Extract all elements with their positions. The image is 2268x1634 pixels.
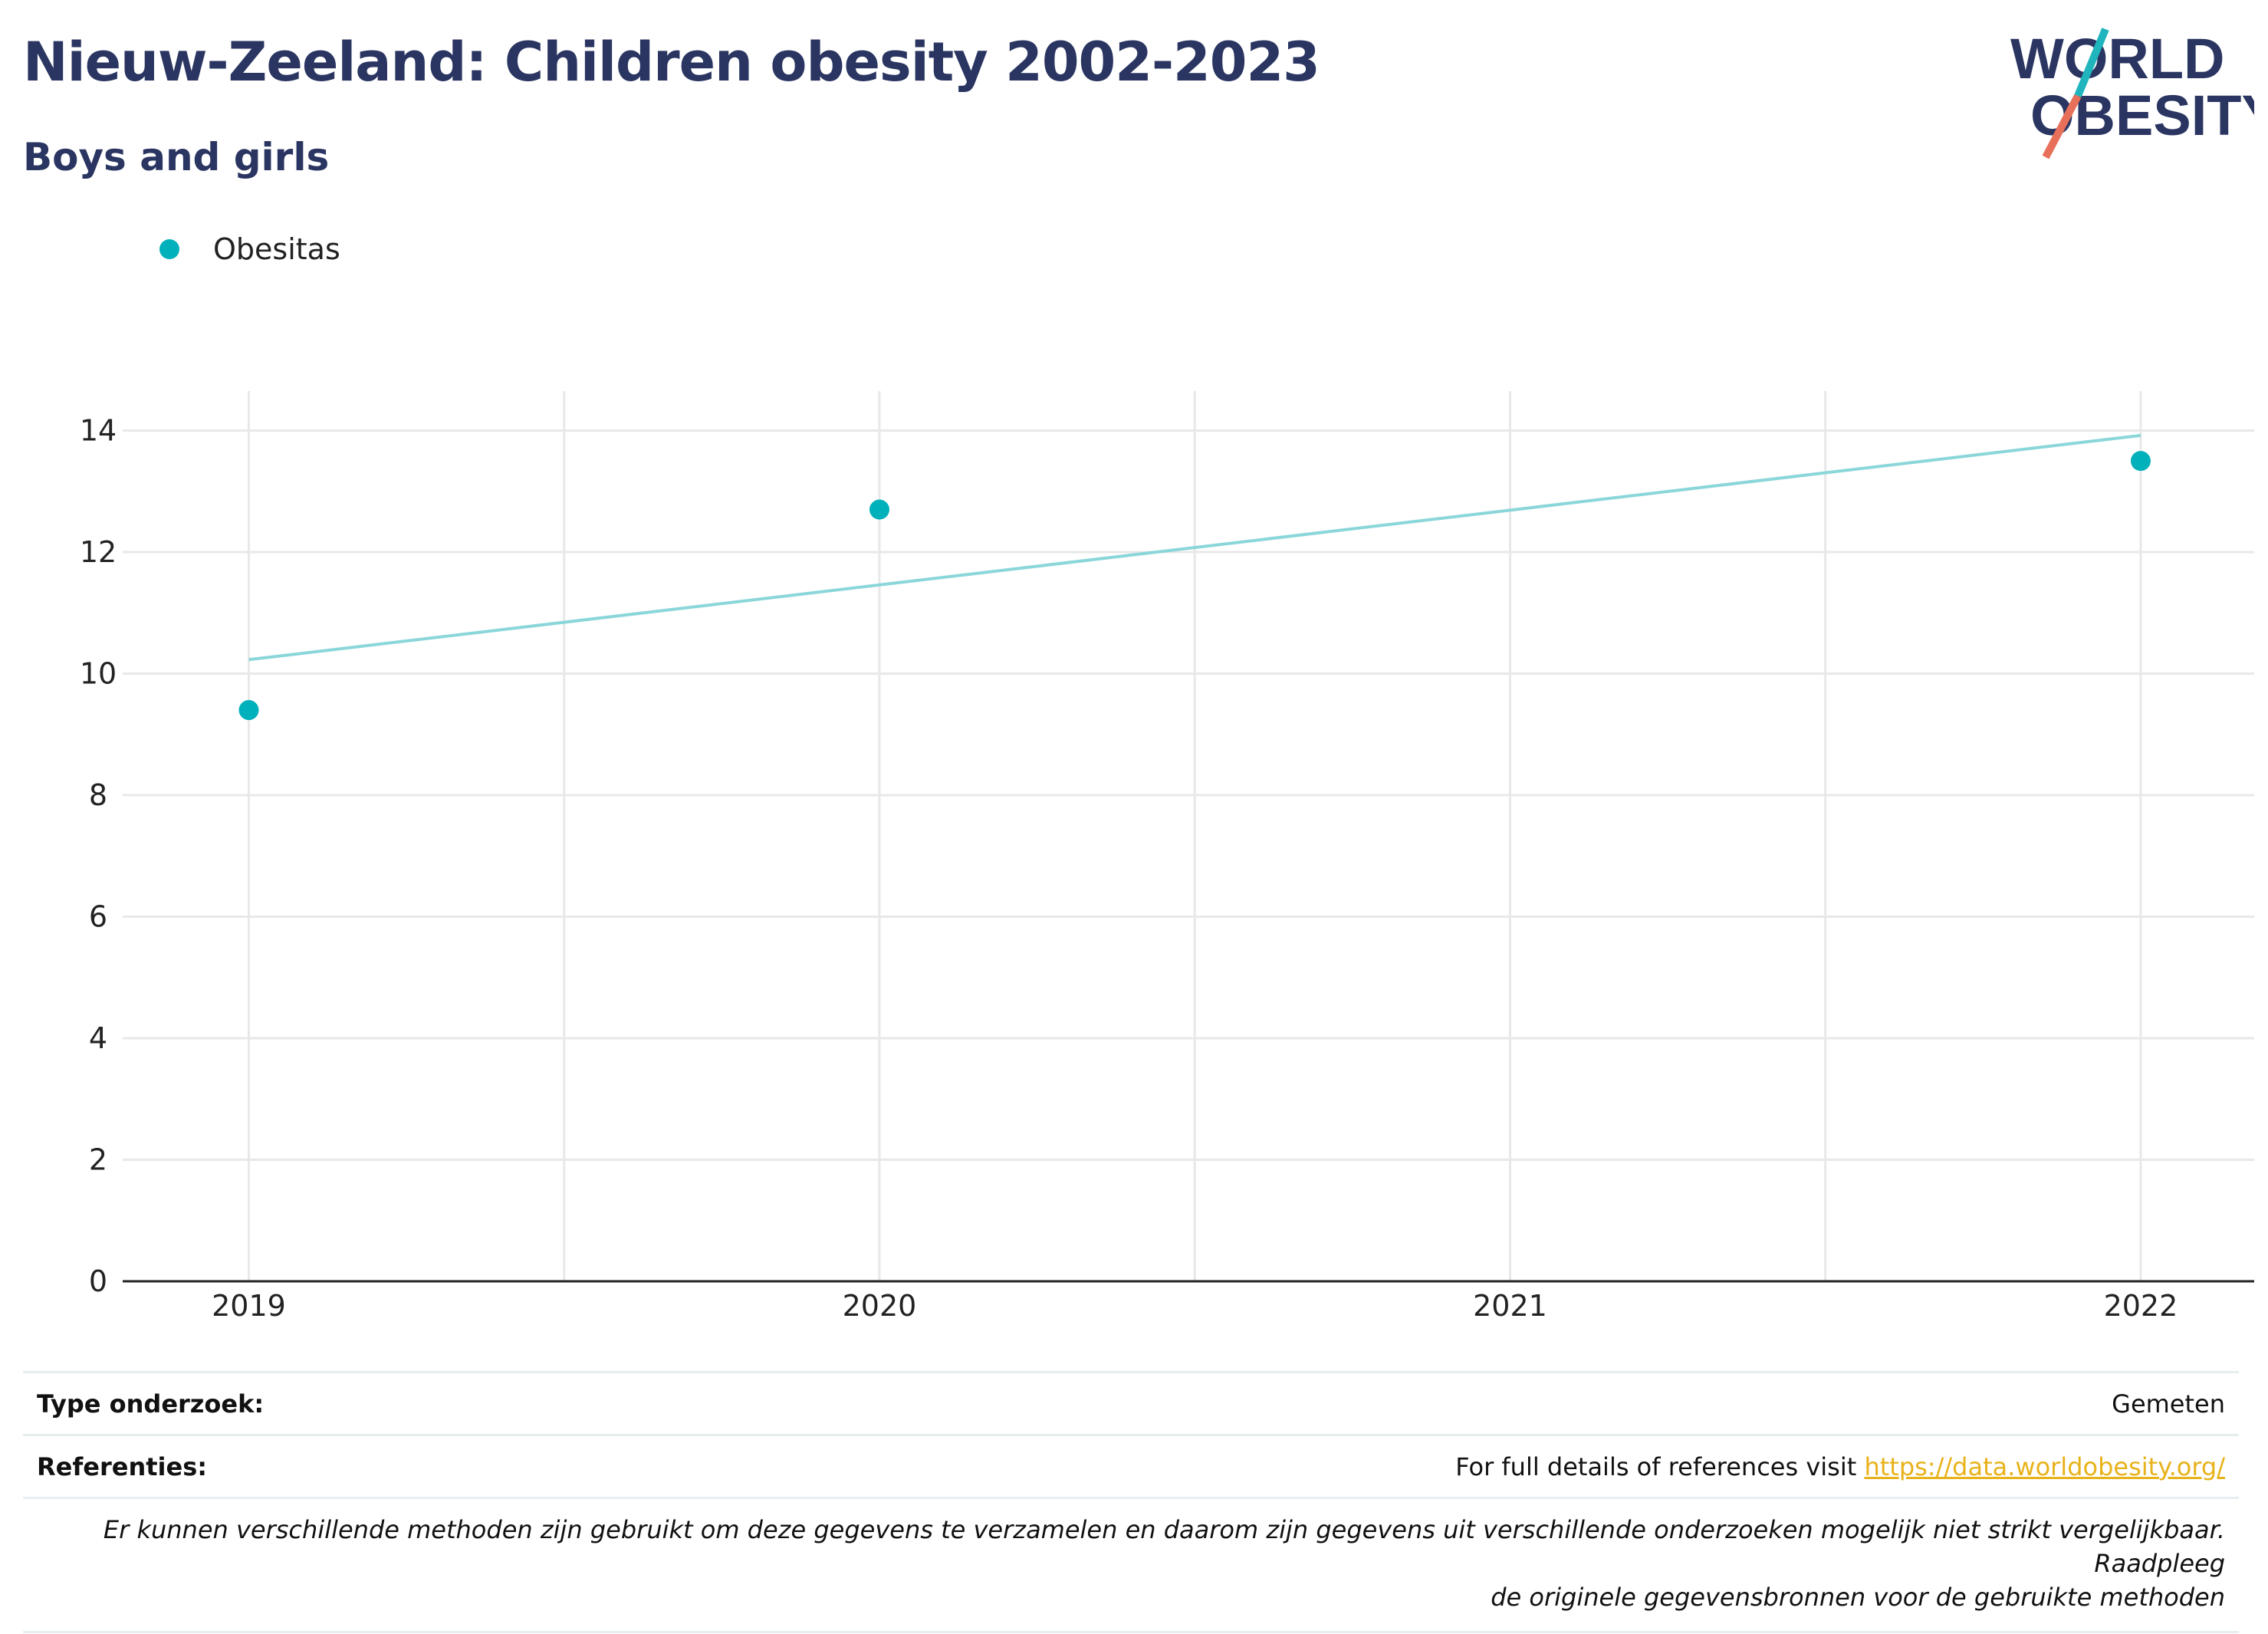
trend-line-layer	[248, 433, 2141, 662]
x-tick-label: 2019	[212, 1289, 286, 1323]
y-tick-label: 14	[80, 414, 117, 448]
y-tick-label: 6	[89, 900, 107, 934]
legend: Obesitas	[159, 230, 340, 268]
y-tick-label: 4	[89, 1021, 107, 1055]
study-type-label: Type onderzoek:	[37, 1389, 265, 1419]
references-text: For full details of references visit	[1455, 1452, 1857, 1481]
x-tick-label: 2020	[843, 1289, 917, 1323]
legend-label-obesitas: Obesitas	[213, 232, 340, 266]
note-line-1: Er kunnen verschillende methoden zijn ge…	[103, 1515, 2225, 1578]
y-tick-label: 8	[89, 778, 107, 812]
x-tick-label: 2022	[2104, 1289, 2178, 1323]
references-value: For full details of references visit htt…	[1455, 1452, 2225, 1481]
world-obesity-logo: WORLD OBESITY	[2010, 27, 2254, 159]
study-type-row: Type onderzoek: Gemeten	[23, 1371, 2239, 1434]
trend-line	[248, 433, 2141, 662]
scatter-chart: 0 2 4 6 8 10 12 14 2019 2020 2021 2022	[80, 391, 2254, 1323]
data-point	[2130, 451, 2151, 472]
chart-footer: Type onderzoek: Gemeten Referenties: For…	[23, 1371, 2239, 1633]
references-label: Referenties:	[37, 1452, 208, 1481]
y-tick-label: 0	[89, 1264, 107, 1298]
data-point	[869, 499, 889, 520]
y-tick-label: 10	[80, 657, 117, 691]
note-line-2: de originele gegevensbronnen voor de geb…	[1491, 1583, 2225, 1612]
logo-slash-bottom	[2042, 94, 2082, 159]
axes: 0 2 4 6 8 10 12 14 2019 2020 2021 2022	[80, 414, 2254, 1323]
x-tick-label: 2021	[1473, 1289, 1547, 1323]
data-points	[238, 451, 2151, 721]
logo-line1: WORLD	[2010, 27, 2225, 90]
data-point	[238, 700, 259, 721]
references-row: Referenties: For full details of referen…	[23, 1434, 2239, 1497]
chart-subtitle: Boys and girls	[23, 135, 330, 179]
y-tick-label: 12	[80, 535, 117, 569]
references-link[interactable]: https://data.worldobesity.org/	[1864, 1452, 2225, 1481]
methodology-note: Er kunnen verschillende methoden zijn ge…	[23, 1497, 2239, 1633]
grid-lines	[123, 391, 2254, 1281]
legend-marker-obesitas	[159, 239, 179, 259]
chart-title: Nieuw-Zeeland: Children obesity 2002-202…	[23, 31, 1320, 94]
logo-slash-top	[2074, 28, 2109, 97]
study-type-value: Gemeten	[2112, 1389, 2225, 1419]
y-tick-label: 2	[89, 1143, 107, 1177]
